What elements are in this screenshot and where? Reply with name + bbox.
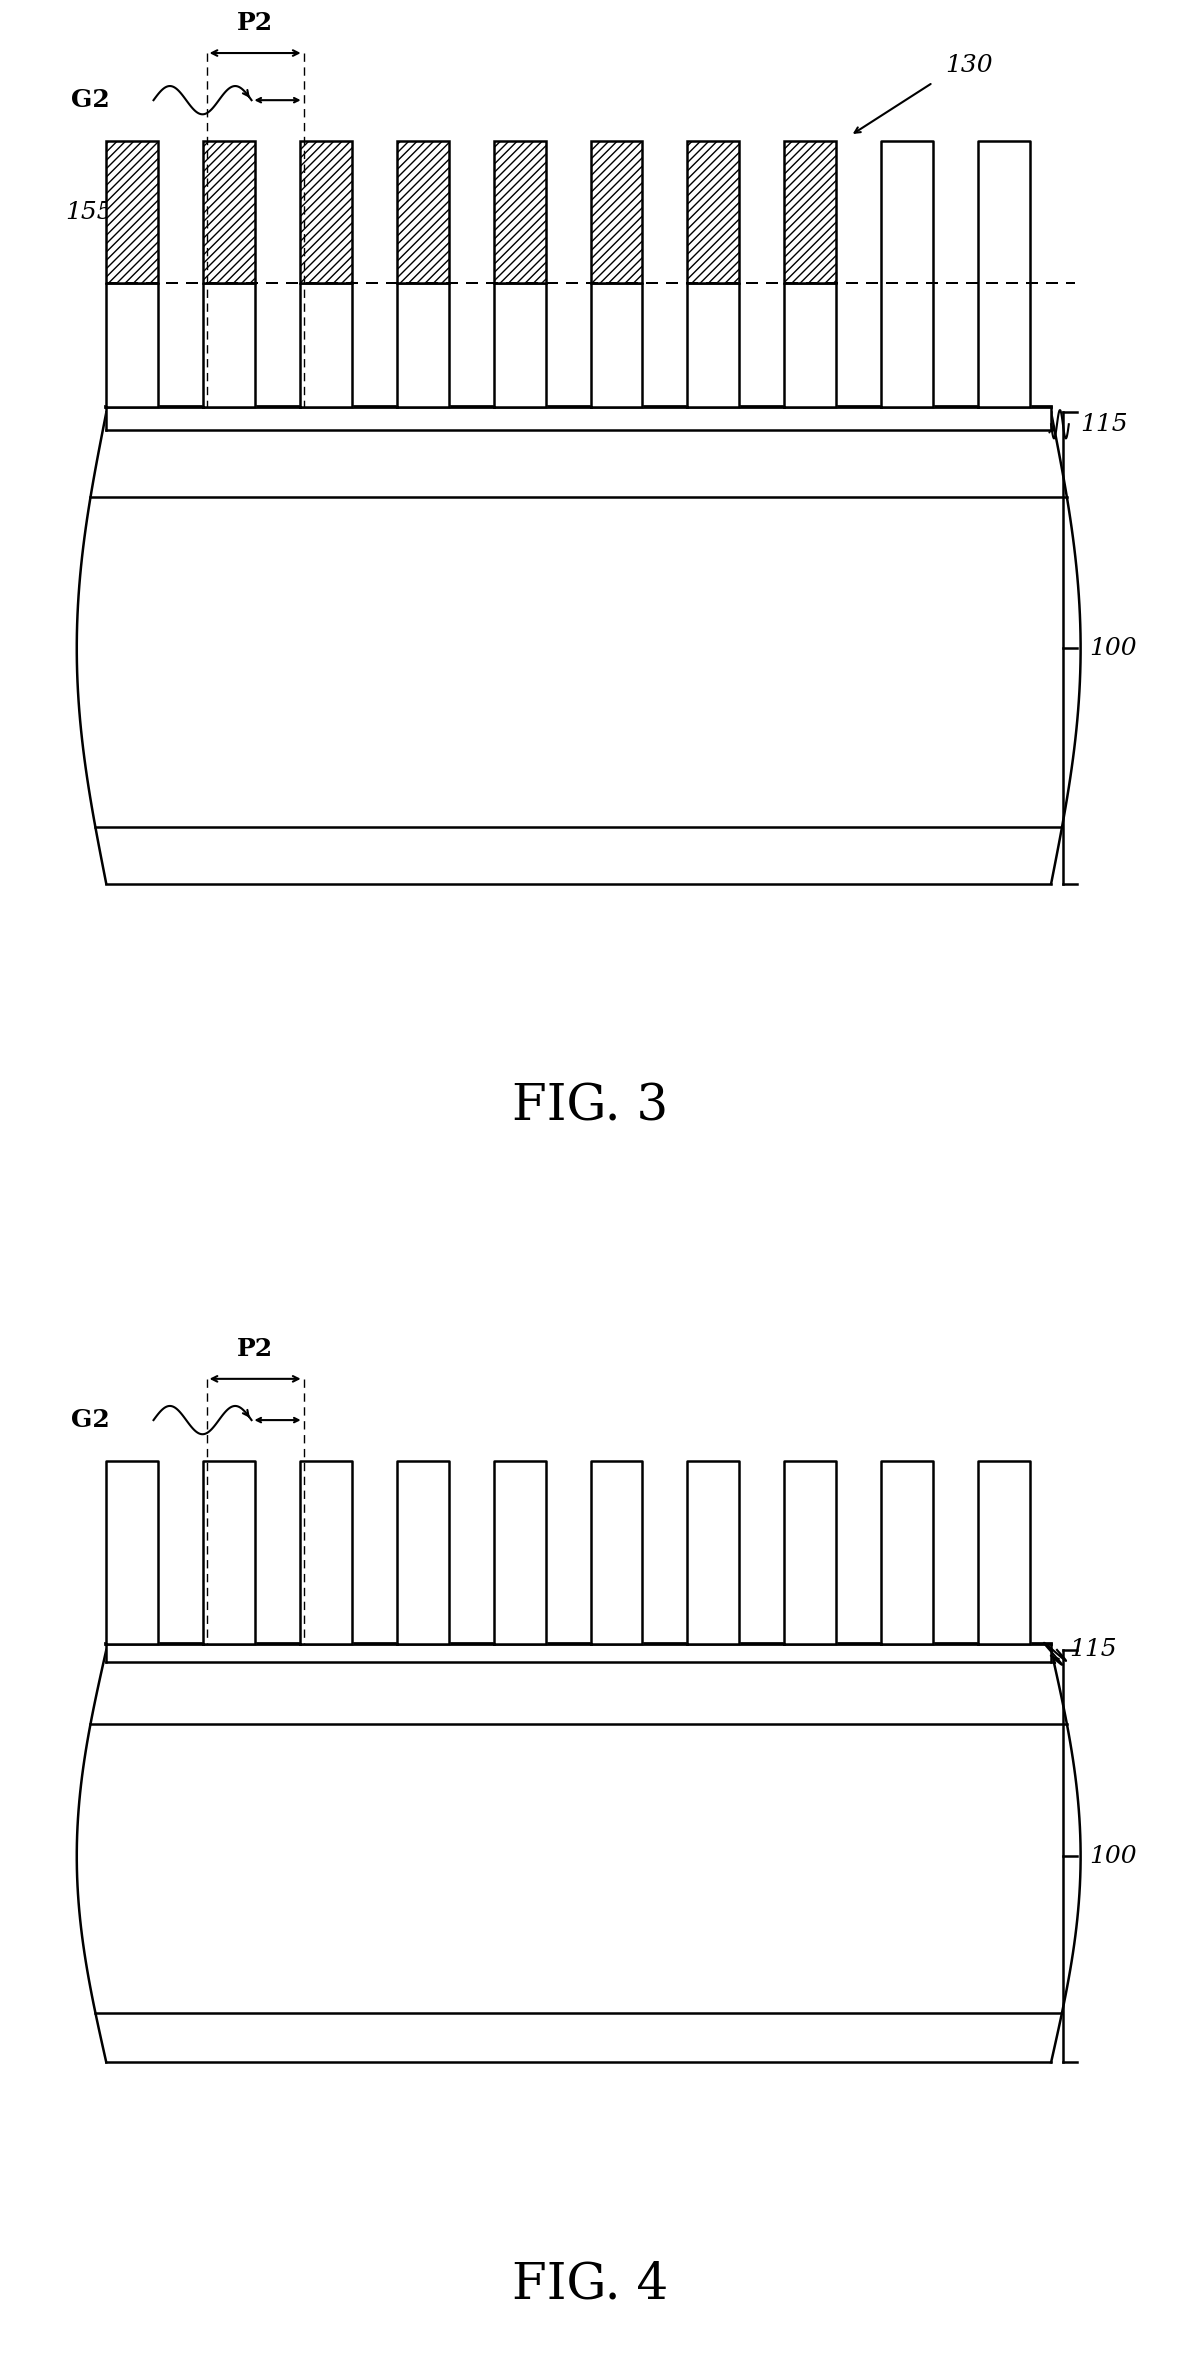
- Polygon shape: [978, 1461, 1030, 1645]
- Polygon shape: [687, 1461, 739, 1645]
- Text: P2: P2: [237, 1336, 273, 1362]
- Text: FIG. 3: FIG. 3: [513, 1082, 668, 1131]
- Polygon shape: [203, 1461, 255, 1645]
- Bar: [106, 141, 158, 283]
- Text: P2: P2: [237, 12, 273, 35]
- Text: 115: 115: [1081, 412, 1128, 436]
- Polygon shape: [784, 1461, 836, 1645]
- Polygon shape: [881, 141, 933, 405]
- Polygon shape: [590, 1461, 642, 1645]
- Bar: [494, 141, 546, 283]
- Bar: [397, 141, 449, 283]
- Text: 100: 100: [1089, 1846, 1136, 1867]
- Polygon shape: [494, 1461, 546, 1645]
- Bar: [687, 141, 739, 283]
- Polygon shape: [881, 1461, 933, 1645]
- Polygon shape: [978, 141, 1030, 405]
- Text: 100: 100: [1089, 636, 1136, 660]
- Polygon shape: [106, 283, 158, 405]
- Bar: [300, 141, 352, 283]
- Text: 155: 155: [65, 200, 112, 224]
- Polygon shape: [590, 283, 642, 405]
- Polygon shape: [203, 283, 255, 405]
- Polygon shape: [300, 283, 352, 405]
- Polygon shape: [77, 412, 1081, 884]
- Polygon shape: [106, 1645, 1051, 1662]
- Polygon shape: [106, 1461, 158, 1645]
- Polygon shape: [300, 1461, 352, 1645]
- Bar: [590, 141, 642, 283]
- Polygon shape: [397, 283, 449, 405]
- Text: G2: G2: [71, 87, 110, 113]
- Text: FIG. 4: FIG. 4: [513, 2260, 668, 2310]
- Text: G2: G2: [71, 1407, 110, 1433]
- Polygon shape: [106, 405, 1051, 431]
- Polygon shape: [494, 283, 546, 405]
- Bar: [784, 141, 836, 283]
- Polygon shape: [784, 283, 836, 405]
- Text: 130: 130: [945, 54, 992, 75]
- Polygon shape: [687, 283, 739, 405]
- Bar: [203, 141, 255, 283]
- Polygon shape: [397, 1461, 449, 1645]
- Text: 115: 115: [1069, 1638, 1116, 1662]
- Polygon shape: [77, 1650, 1081, 2062]
